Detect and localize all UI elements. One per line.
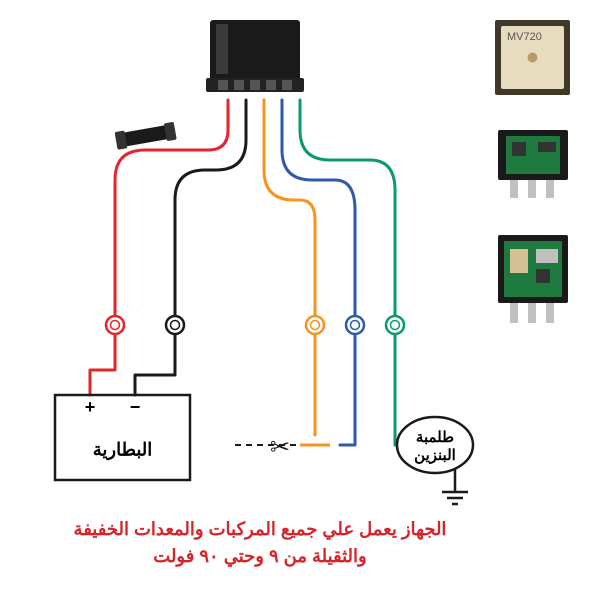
gps-module: MV720	[495, 20, 570, 95]
pump-label-1: طلمبة	[416, 429, 454, 446]
battery-box: + − البطارية	[55, 395, 190, 480]
battery-label: البطارية	[93, 440, 153, 461]
caption-line2: والثقيلة من ٩ وحتي ٩٠ فولت	[153, 546, 366, 566]
relay-front-view	[498, 130, 568, 198]
relay-device	[206, 20, 304, 92]
wire-blue	[282, 100, 355, 445]
ground-symbol	[442, 492, 468, 504]
fuse-holder	[115, 122, 177, 150]
gps-module-label: MV720	[507, 31, 542, 43]
ring-terminal	[386, 316, 404, 334]
battery-minus: −	[130, 397, 141, 417]
caption-text: الجهاز يعمل علي جميع المركبات والمعدات ا…	[50, 516, 470, 570]
scissors-icon: ✂	[270, 434, 290, 461]
battery-plus: +	[85, 397, 96, 417]
ring-terminal	[106, 316, 124, 334]
fuel-pump: طلمبةالبنزين	[397, 417, 473, 473]
ring-terminal	[346, 316, 364, 334]
wire-battery_neg	[135, 335, 175, 395]
ring-terminal	[166, 316, 184, 334]
relay-internal-view	[498, 235, 568, 323]
ring-terminal	[306, 316, 324, 334]
wiring-diagram: MV720 + − البطارية ✂ طلمبةالبنزين	[0, 0, 600, 600]
wire-battery_pos	[90, 335, 115, 395]
wire-black	[175, 100, 246, 315]
caption-line1: الجهاز يعمل علي جميع المركبات والمعدات ا…	[74, 519, 447, 539]
pump-label-2: البنزين	[414, 447, 456, 464]
